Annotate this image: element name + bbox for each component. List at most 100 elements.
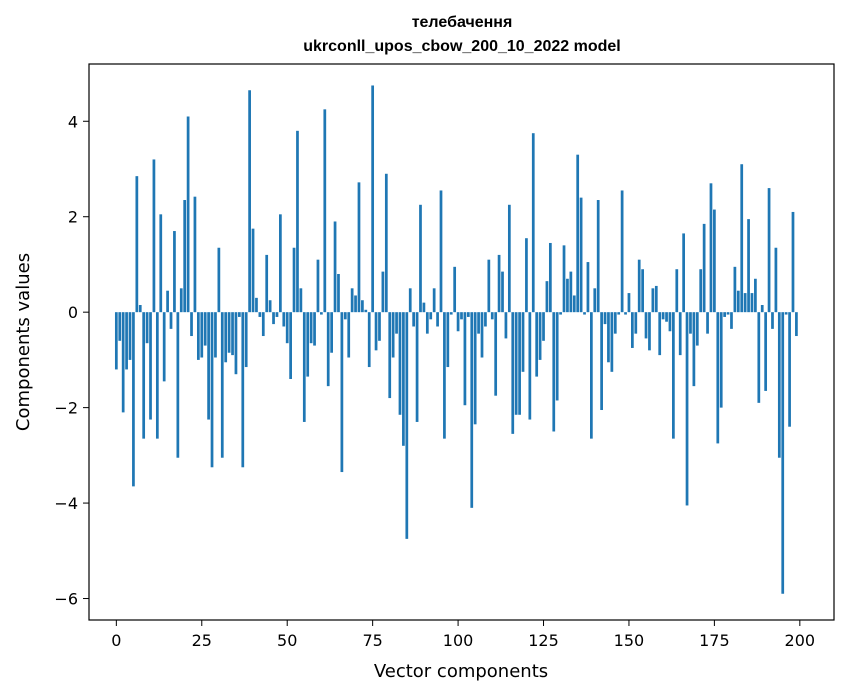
bar-121 xyxy=(528,312,532,420)
bar-130 xyxy=(559,312,562,315)
bar-43 xyxy=(261,312,265,337)
bar-33 xyxy=(227,312,231,353)
bar-84 xyxy=(402,312,405,446)
bar-106 xyxy=(477,312,480,334)
bar-90 xyxy=(422,302,426,313)
bar-107 xyxy=(480,312,484,358)
bar-183 xyxy=(740,164,744,313)
bar-47 xyxy=(275,312,279,317)
bar-129 xyxy=(555,312,559,401)
bar-27 xyxy=(207,312,210,420)
bar-36 xyxy=(238,312,241,317)
bar-174 xyxy=(709,183,713,313)
bar-132 xyxy=(566,278,569,313)
bar-172 xyxy=(702,223,706,313)
bar-144 xyxy=(607,312,610,363)
bar-102 xyxy=(463,312,467,406)
x-tick-label: 100 xyxy=(443,631,474,650)
bar-149 xyxy=(624,312,627,315)
y-axis: −6 −4 −2 0 2 4 xyxy=(54,112,89,609)
bar-75 xyxy=(371,85,375,313)
bar-24 xyxy=(196,312,200,360)
bar-155 xyxy=(644,312,648,339)
x-tick-label: 150 xyxy=(614,631,645,650)
y-tick-label: −6 xyxy=(54,590,78,609)
bar-140 xyxy=(593,288,597,313)
bar-55 xyxy=(302,312,306,422)
bar-160 xyxy=(661,312,665,320)
bar-123 xyxy=(535,312,539,377)
bar-157 xyxy=(651,288,655,313)
bar-181 xyxy=(733,266,737,313)
bar-8 xyxy=(142,312,146,439)
bar-31 xyxy=(220,312,224,458)
bar-194 xyxy=(777,312,781,458)
bar-98 xyxy=(449,312,453,315)
bar-9 xyxy=(145,312,149,344)
bar-136 xyxy=(579,197,583,313)
bar-76 xyxy=(374,312,378,351)
bar-71 xyxy=(357,182,361,313)
bar-69 xyxy=(350,288,354,313)
bar-178 xyxy=(723,312,727,317)
bar-197 xyxy=(788,312,791,427)
x-tick-label: 75 xyxy=(362,631,382,650)
bar-59 xyxy=(316,259,320,313)
bar-196 xyxy=(784,312,788,315)
bar-70 xyxy=(354,295,357,313)
bar-101 xyxy=(460,312,463,320)
bar-50 xyxy=(285,312,289,344)
bar-171 xyxy=(699,269,703,313)
bar-175 xyxy=(713,209,716,313)
bar-85 xyxy=(405,312,409,539)
x-tick-label: 125 xyxy=(528,631,559,650)
bar-11 xyxy=(152,159,156,313)
bar-38 xyxy=(244,312,248,368)
bar-92 xyxy=(429,312,433,320)
bar-162 xyxy=(668,312,672,332)
bars-group xyxy=(114,85,798,594)
bar-26 xyxy=(203,312,207,346)
bar-29 xyxy=(214,312,217,358)
bar-190 xyxy=(764,312,768,391)
bar-170 xyxy=(695,312,699,346)
bar-89 xyxy=(419,204,422,313)
bar-10 xyxy=(149,312,152,420)
bar-96 xyxy=(443,312,446,439)
bar-64 xyxy=(333,221,337,313)
bar-60 xyxy=(320,312,323,315)
bar-52 xyxy=(292,247,296,313)
bar-168 xyxy=(689,312,692,334)
bar-193 xyxy=(774,247,778,313)
bar-78 xyxy=(381,271,385,313)
bar-148 xyxy=(620,190,624,313)
bar-153 xyxy=(637,259,641,313)
bar-68 xyxy=(347,312,351,358)
bar-127 xyxy=(548,242,552,313)
bar-173 xyxy=(706,312,709,334)
x-tick-label: 25 xyxy=(192,631,212,650)
bar-82 xyxy=(395,312,398,334)
bar-39 xyxy=(248,90,251,313)
bar-14 xyxy=(162,312,166,382)
bar-44 xyxy=(265,254,269,313)
bar-13 xyxy=(159,214,163,313)
bar-32 xyxy=(224,312,228,363)
bar-6 xyxy=(135,176,139,313)
bar-7 xyxy=(138,305,142,313)
bar-147 xyxy=(617,312,621,315)
y-tick-label: 4 xyxy=(68,112,78,131)
bar-164 xyxy=(675,269,679,313)
bar-77 xyxy=(378,312,381,341)
bar-188 xyxy=(757,312,761,403)
bar-95 xyxy=(439,190,443,313)
bar-186 xyxy=(750,293,754,313)
x-axis-label: Vector components xyxy=(374,661,548,682)
bar-135 xyxy=(576,154,580,313)
bar-146 xyxy=(613,312,617,334)
bar-88 xyxy=(415,312,419,422)
bar-189 xyxy=(760,305,764,313)
bar-93 xyxy=(432,288,436,313)
bar-74 xyxy=(367,312,371,368)
bar-152 xyxy=(634,312,638,334)
